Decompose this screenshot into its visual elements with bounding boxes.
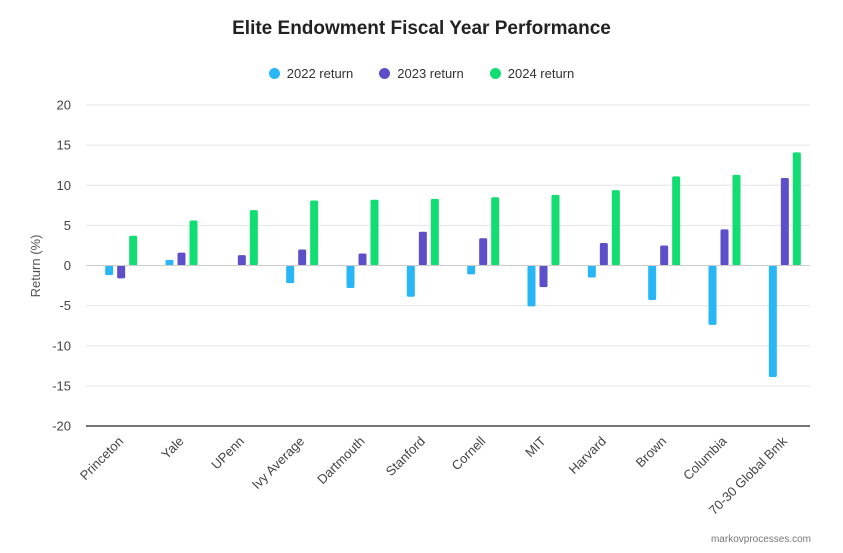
bar-2022-yale[interactable] [165, 259, 174, 266]
bar-2022-ivy-average[interactable] [286, 265, 295, 284]
x-tick-label: Dartmouth [314, 434, 368, 488]
legend-item-2023[interactable]: 2023 return [379, 66, 464, 81]
y-tick-label: 5 [64, 218, 71, 233]
legend-label-2024: 2024 return [507, 66, 575, 81]
bar-2022-stanford[interactable] [406, 265, 415, 297]
bar-2022-brown[interactable] [648, 265, 657, 301]
bar-2024-ivy-average[interactable] [310, 200, 319, 266]
bars [105, 152, 801, 378]
x-tick-label: Harvard [566, 434, 609, 477]
bar-2022-70-30-global-bmk[interactable] [768, 265, 777, 378]
bar-2024-stanford[interactable] [430, 198, 439, 266]
chart-legend: 2022 return 2023 return 2024 return [0, 66, 843, 81]
y-axis-label: Return (%) [28, 235, 43, 298]
bar-2023-cornell[interactable] [479, 238, 488, 266]
legend-label-2022: 2022 return [286, 66, 354, 81]
bar-2023-ivy-average[interactable] [298, 249, 307, 266]
legend-marker-2022 [268, 68, 280, 79]
x-tick-label: UPenn [208, 434, 247, 473]
bar-2023-upenn[interactable] [237, 255, 246, 266]
bar-2023-mit[interactable] [539, 265, 548, 288]
x-tick-label: Brown [633, 434, 670, 471]
bar-2024-harvard[interactable] [611, 190, 620, 266]
y-tick-label: -20 [52, 419, 71, 434]
bar-2023-yale[interactable] [177, 252, 186, 266]
legend-item-2024[interactable]: 2024 return [489, 66, 575, 81]
bar-2022-cornell[interactable] [467, 265, 476, 275]
bar-2023-stanford[interactable] [418, 231, 427, 266]
bar-2023-harvard[interactable] [599, 243, 608, 266]
x-tick-label: Yale [158, 434, 186, 462]
bar-2024-princeton[interactable] [129, 235, 138, 266]
watermark: markovprocesses.com [710, 534, 811, 545]
bar-2024-brown[interactable] [672, 176, 681, 266]
y-tick-label: -10 [52, 338, 71, 353]
y-tick-label: -15 [52, 378, 71, 393]
bar-2024-dartmouth[interactable] [370, 199, 379, 266]
legend-marker-2023 [379, 68, 391, 79]
bar-2022-harvard[interactable] [587, 265, 596, 278]
legend-item-2022[interactable]: 2022 return [268, 66, 354, 81]
y-tick-label: -5 [59, 298, 71, 313]
x-tick-label: Princeton [77, 434, 126, 483]
x-tick-label: Columbia [680, 433, 730, 483]
bar-2024-upenn[interactable] [249, 210, 258, 266]
legend-label-2023: 2023 return [397, 66, 464, 81]
y-tick-label: 20 [57, 98, 71, 113]
x-axis-ticks: Princeton Yale UPenn Ivy Average Dartmouth St… [77, 433, 790, 518]
bar-2024-cornell[interactable] [491, 197, 500, 266]
bar-2024-yale[interactable] [189, 220, 198, 266]
y-tick-label: 15 [57, 138, 71, 153]
legend-marker-2024 [489, 68, 501, 79]
bar-2023-columbia[interactable] [720, 229, 729, 266]
bar-2024-70-30-global-bmk[interactable] [792, 152, 801, 266]
bar-2022-dartmouth[interactable] [346, 265, 355, 288]
bar-2022-columbia[interactable] [708, 265, 717, 325]
bar-2023-brown[interactable] [660, 245, 669, 266]
bar-2023-princeton[interactable] [117, 265, 126, 279]
bar-2024-mit[interactable] [551, 194, 560, 266]
bar-2023-dartmouth[interactable] [358, 253, 367, 266]
chart-title: Elite Endowment Fiscal Year Performance [232, 18, 611, 39]
x-tick-label: Cornell [449, 433, 489, 473]
bar-2023-70-30-global-bmk[interactable] [780, 178, 789, 266]
bar-2022-mit[interactable] [527, 265, 536, 307]
y-tick-label: 10 [57, 178, 71, 193]
y-axis-ticks: 20 15 10 5 0 -5 -10 -15 -20 [52, 98, 71, 434]
x-tick-label: Ivy Average [249, 434, 307, 492]
x-tick-label: MIT [522, 433, 548, 459]
bar-2022-princeton[interactable] [105, 265, 114, 276]
x-tick-label: Stanford [383, 434, 428, 479]
bar-2024-columbia[interactable] [732, 174, 741, 266]
y-tick-label: 0 [64, 258, 71, 273]
